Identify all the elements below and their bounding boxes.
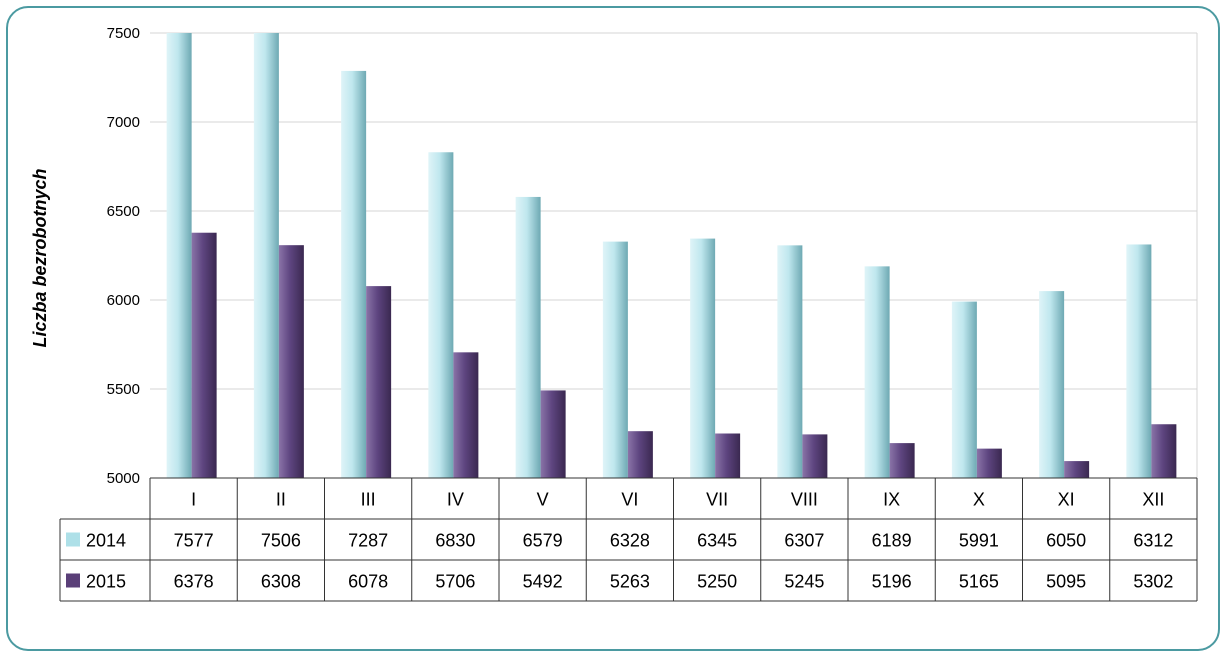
gridlines [150,32,1198,478]
data-label-2014-XI: 6050 [1046,531,1086,551]
y-axis-label: Liczba bezrobotnych [30,168,50,347]
bar-2015-X [976,448,1002,478]
bar-2015-I [191,232,217,478]
category-label-V: V [537,490,549,510]
bar-2014-I [166,33,192,478]
bar-2014-IX [864,266,890,478]
data-label-2015-IV: 5706 [435,572,475,592]
category-label-X: X [973,490,985,510]
data-label-2014-VI: 6328 [610,531,650,551]
legend-key-2014 [66,532,80,547]
bar-2015-IV [453,352,479,478]
data-label-2014-IV: 6830 [435,531,475,551]
bar-2014-II [253,33,279,478]
bar-2015-XI [1064,461,1090,478]
bar-2014-III [341,70,367,478]
bar-2015-VIII [802,434,828,478]
data-label-2014-VII: 6345 [697,531,737,551]
bar-2014-X [951,301,977,478]
bar-2015-III [366,286,392,478]
category-label-III: III [361,490,376,510]
bar-2014-IV [428,152,454,478]
data-label-2014-VIII: 6307 [784,531,824,551]
bar-2014-VII [690,238,716,478]
data-label-2015-X: 5165 [959,572,999,592]
data-label-2015-III: 6078 [348,572,388,592]
data-label-2014-III: 7287 [348,531,388,551]
bar-2015-XII [1151,424,1177,478]
data-label-2014-I: 7577 [174,531,214,551]
bar-2015-V [540,390,566,478]
y-tick-label: 6500 [107,203,140,220]
legend-label-2015: 2015 [86,572,126,592]
bars [166,33,1177,479]
category-label-XI: XI [1058,490,1075,510]
category-label-IV: IV [447,490,464,510]
y-tick-label: 7000 [107,114,140,131]
data-label-2015-VII: 5250 [697,572,737,592]
legend-key-2015 [66,573,80,588]
legend-label-2014: 2014 [86,531,126,551]
bar-2015-VII [715,433,741,478]
y-tick-label: 5500 [107,381,140,398]
bar-2014-V [515,196,541,479]
bar-2014-VIII [777,245,803,478]
data-label-2014-X: 5991 [959,531,999,551]
y-tick-label: 6000 [107,292,140,309]
data-label-2015-VI: 5263 [610,572,650,592]
y-tick-label: 5000 [107,470,140,487]
y-tick-labels: 5000 5500 6000 6500 7000 7500 [107,25,140,487]
data-label-2015-IX: 5196 [872,572,912,592]
category-label-IX: IX [883,490,900,510]
category-label-VI: VI [621,490,638,510]
data-label-2014-IX: 6189 [872,531,912,551]
category-label-VII: VII [706,490,728,510]
category-label-I: I [191,490,196,510]
bar-2015-IX [889,443,915,478]
data-label-2014-V: 6579 [523,531,563,551]
bar-2015-VI [627,431,653,478]
category-label-VIII: VIII [791,490,818,510]
data-label-2015-II: 6308 [261,572,301,592]
data-label-2015-I: 6378 [174,572,214,592]
data-label-2014-II: 7506 [261,531,301,551]
category-label-II: II [276,490,286,510]
data-label-2015-V: 5492 [523,572,563,592]
data-label-2014-XII: 6312 [1133,531,1173,551]
bar-2015-II [278,245,304,478]
data-label-2015-VIII: 5245 [784,572,824,592]
data-label-2015-XII: 5302 [1133,572,1173,592]
category-label-XII: XII [1142,490,1164,510]
bar-2014-XII [1126,244,1152,478]
bar-2014-VI [602,241,628,478]
data-label-2015-XI: 5095 [1046,572,1086,592]
bar-2014-XI [1039,291,1065,478]
y-tick-label: 7500 [107,25,140,42]
